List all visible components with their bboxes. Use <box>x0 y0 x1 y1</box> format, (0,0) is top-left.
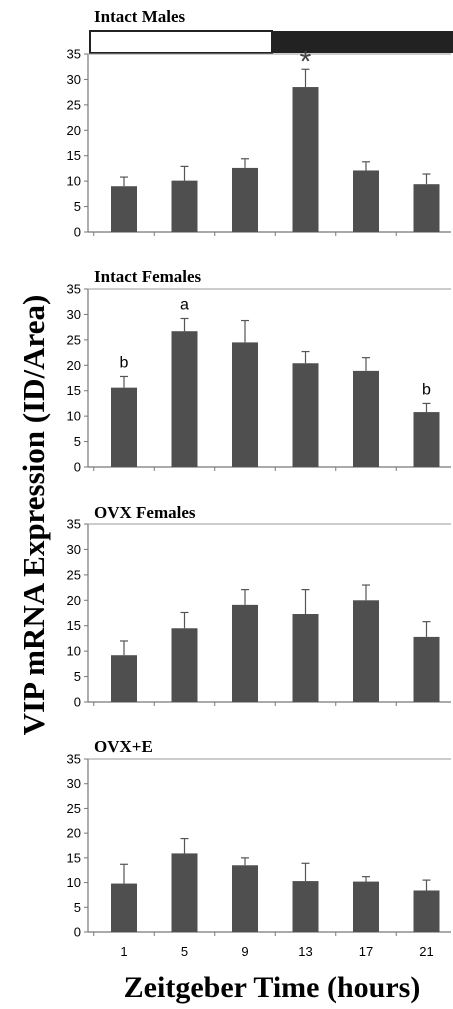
bar <box>413 412 440 467</box>
y-tick-label: 0 <box>74 695 81 710</box>
y-tick-label: 25 <box>67 801 81 816</box>
bar <box>353 600 379 702</box>
y-tick-label: 5 <box>74 434 81 449</box>
y-tick-label: 0 <box>74 225 81 240</box>
significance-label: b <box>422 381 431 398</box>
y-tick-label: 15 <box>67 148 81 163</box>
panel-title: Intact Females <box>94 267 202 286</box>
y-axis-label: VIP mRNA Expression (ID/Area) <box>16 295 51 736</box>
bar <box>292 87 319 232</box>
x-tick-label: 1 <box>120 944 127 959</box>
panel-2: Intact Females 0 5 10 15 20 25 30 35 b a b <box>67 267 451 475</box>
bar <box>232 167 258 232</box>
bar <box>413 890 440 932</box>
bar <box>111 186 137 232</box>
bar <box>171 853 198 932</box>
y-tick-label: 25 <box>67 567 81 582</box>
bar <box>413 636 440 702</box>
y-tick-label: 30 <box>67 307 81 322</box>
panel-1: Intact Males 0 5 10 15 20 25 30 35 * <box>67 7 453 240</box>
bar <box>353 170 379 232</box>
y-tick-label: 35 <box>67 282 81 297</box>
y-tick-label: 20 <box>67 358 81 373</box>
significance-label: * <box>300 45 312 78</box>
y-tick-label: 15 <box>67 383 81 398</box>
significance-label: a <box>180 296 189 313</box>
bar <box>232 865 258 932</box>
y-tick-label: 5 <box>74 669 81 684</box>
y-tick-label: 30 <box>67 776 81 791</box>
bar <box>171 331 198 467</box>
y-tick-label: 20 <box>67 593 81 608</box>
y-tick-label: 15 <box>67 850 81 865</box>
bar <box>413 184 440 232</box>
y-tick-label: 25 <box>67 97 81 112</box>
bar <box>292 614 319 702</box>
y-tick-label: 20 <box>67 826 81 841</box>
bar <box>171 180 198 232</box>
bar <box>111 655 137 702</box>
x-tick-label: 17 <box>359 944 373 959</box>
panel-title: Intact Males <box>94 7 186 26</box>
panel-title: OVX+E <box>94 737 153 756</box>
bar <box>171 628 198 702</box>
y-tick-label: 35 <box>67 517 81 532</box>
x-tick-label: 9 <box>241 944 248 959</box>
y-tick-label: 15 <box>67 618 81 633</box>
bar <box>232 342 258 467</box>
bar <box>292 881 319 932</box>
x-axis-label: Zeitgeber Time (hours) <box>124 971 421 1004</box>
panel-title: OVX Females <box>94 503 196 522</box>
x-tick-label: 21 <box>419 944 433 959</box>
y-tick-label: 35 <box>67 752 81 767</box>
y-tick-label: 20 <box>67 123 81 138</box>
y-tick-label: 30 <box>67 72 81 87</box>
y-tick-label: 0 <box>74 925 81 940</box>
y-tick-label: 30 <box>67 542 81 557</box>
y-tick-label: 10 <box>67 644 81 659</box>
significance-label: b <box>120 354 129 371</box>
bar <box>111 387 137 467</box>
y-tick-label: 10 <box>67 875 81 890</box>
bar <box>232 604 258 702</box>
panel-3: OVX Females 0 5 10 15 20 25 30 35 <box>67 503 451 710</box>
light-phase-bar <box>89 30 273 54</box>
dark-phase-bar <box>272 31 453 53</box>
bar <box>111 883 137 932</box>
y-tick-label: 10 <box>67 409 81 424</box>
y-tick-label: 10 <box>67 174 81 189</box>
y-tick-label: 35 <box>67 47 81 62</box>
y-tick-label: 0 <box>74 460 81 475</box>
bar <box>353 881 379 932</box>
y-tick-label: 5 <box>74 900 81 915</box>
y-tick-label: 25 <box>67 332 81 347</box>
y-tick-label: 5 <box>74 199 81 214</box>
x-tick-label: 13 <box>298 944 312 959</box>
x-tick-label: 5 <box>181 944 188 959</box>
bar <box>292 363 319 467</box>
bar <box>353 370 379 467</box>
